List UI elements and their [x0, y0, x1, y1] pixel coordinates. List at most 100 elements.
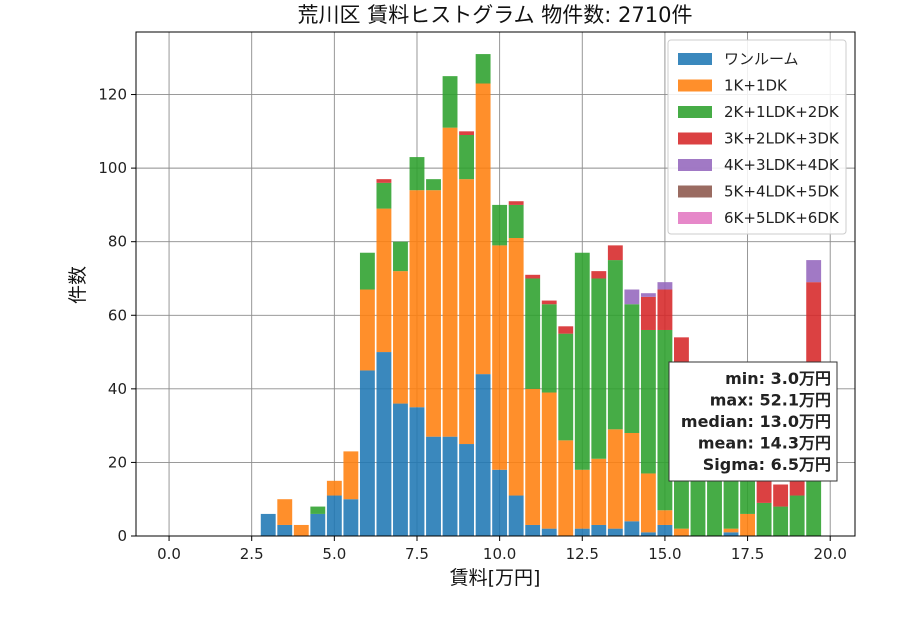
bar-segment	[475, 374, 491, 536]
bar-segment	[574, 469, 590, 529]
y-tick-label: 100	[98, 159, 127, 177]
bar-segment	[591, 278, 607, 459]
bar-segment	[607, 245, 623, 261]
x-tick-label: 20.0	[814, 545, 847, 563]
bar-segment	[459, 179, 475, 445]
bar-segment	[525, 274, 541, 279]
legend-label: 1K+1DK	[724, 77, 788, 95]
bar-segment	[393, 241, 408, 272]
bar-segment	[376, 208, 392, 353]
bar-segment	[277, 524, 293, 536]
bar-segment	[607, 429, 623, 529]
bar-segment	[574, 528, 590, 536]
bar-segment	[607, 260, 623, 430]
bar-segment	[409, 407, 425, 536]
y-tick-label: 0	[117, 527, 127, 545]
y-tick-label: 20	[108, 453, 127, 471]
legend-label: 6K+5LDK+6DK	[724, 209, 840, 227]
x-axis-title: 賃料[万円]	[450, 567, 541, 589]
bar-segment	[492, 245, 508, 470]
bar-segment	[508, 201, 524, 205]
bar-segment	[640, 293, 656, 297]
bar-segment	[674, 337, 689, 364]
bar-segment	[492, 469, 508, 536]
bar-segment	[558, 440, 574, 536]
bar-segment	[376, 352, 392, 536]
legend-label: 3K+2LDK+3DK	[724, 130, 840, 148]
legend-swatch	[678, 106, 712, 118]
bar-segment	[459, 135, 475, 180]
x-tick-label: 12.5	[566, 545, 599, 563]
legend-swatch	[678, 185, 712, 198]
bar-segment	[459, 131, 475, 136]
bar-segment	[426, 190, 441, 437]
bar-segment	[442, 127, 458, 437]
bar-segment	[508, 495, 524, 536]
bar-segment	[393, 403, 408, 536]
bar-segment	[326, 480, 342, 496]
x-tick-label: 15.0	[648, 545, 681, 563]
bar-segment	[426, 436, 441, 536]
bar-segment	[558, 326, 574, 334]
bar-segment	[409, 190, 425, 408]
legend-swatch	[678, 132, 712, 145]
bar-segment	[359, 252, 375, 290]
legend-label: ワンルーム	[724, 50, 799, 68]
stats-line: max: 52.1万円	[710, 391, 831, 410]
bar-segment	[541, 528, 557, 536]
stats-box: min: 3.0万円 max: 52.1万円 median: 13.0万円 mean:…	[668, 361, 838, 482]
bar-segment	[773, 484, 789, 507]
x-tick-label: 17.5	[731, 545, 764, 563]
bar-segment	[277, 499, 293, 525]
bar-segment	[326, 495, 342, 536]
bar-segment	[624, 432, 640, 522]
bar-segment	[343, 451, 359, 500]
bar-segment	[426, 179, 441, 191]
legend-swatch	[678, 212, 712, 224]
bar-segment	[343, 499, 359, 536]
stats-line: min: 3.0万円	[725, 369, 831, 388]
legend-swatch	[678, 53, 712, 65]
bar-segment	[393, 271, 408, 404]
bar-segment	[359, 289, 375, 371]
bar-segment	[756, 502, 772, 536]
y-axis-title: 件数	[67, 266, 89, 304]
bar-segment	[756, 480, 772, 503]
bar-segment	[508, 204, 524, 239]
bar-segment	[310, 513, 326, 536]
bar-segment	[525, 388, 541, 525]
x-tick-label: 2.5	[240, 545, 264, 563]
bar-segment	[640, 296, 656, 330]
stats-line: Sigma: 6.5万円	[703, 455, 831, 474]
legend-label: 4K+3LDK+4DK	[724, 156, 840, 174]
bar-segment	[591, 524, 607, 536]
legend-label: 2K+1LDK+2DK	[724, 103, 840, 121]
bar-segment	[607, 528, 623, 536]
bar-segment	[442, 76, 458, 128]
bar-segment	[492, 204, 508, 246]
bar-segment	[525, 278, 541, 389]
bar-segment	[591, 271, 607, 279]
bar-segment	[806, 260, 822, 283]
bar-segment	[459, 444, 475, 536]
bar-segment	[442, 436, 458, 536]
bar-segment	[359, 370, 375, 536]
bar-segment	[624, 521, 640, 536]
bar-segment	[409, 157, 425, 191]
bar-segment	[541, 300, 557, 305]
x-tick-label: 10.0	[483, 545, 516, 563]
bar-segment	[508, 238, 524, 496]
bar-segment	[624, 304, 640, 433]
bar-segment	[376, 182, 392, 209]
bar-segment	[376, 179, 392, 183]
y-tick-label: 60	[108, 306, 127, 324]
bar-segment	[657, 524, 673, 536]
bar-segment	[624, 289, 640, 305]
bar-segment	[574, 252, 590, 470]
bar-segment	[657, 510, 673, 525]
bar-segment	[293, 524, 309, 536]
bar-segment	[525, 524, 541, 536]
y-tick-label: 120	[98, 86, 127, 104]
